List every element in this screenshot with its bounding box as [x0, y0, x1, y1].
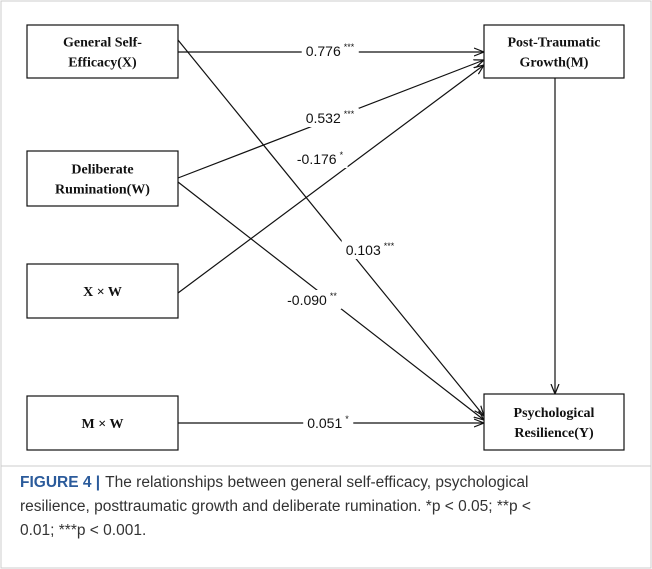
node-label: Psychological — [514, 406, 595, 421]
edge-sig: *** — [344, 109, 355, 119]
node-label: Deliberate — [71, 163, 133, 178]
edge-sig: *** — [384, 241, 395, 251]
edge-label: -0.176 * — [297, 150, 344, 167]
edge-sig: *** — [344, 42, 355, 52]
node-label: Resilience(Y) — [514, 426, 594, 441]
edge-arrow — [177, 65, 484, 294]
edge-coef: 0.051 — [307, 415, 342, 431]
caption-line: resilience, posttraumatic growth and del… — [20, 498, 531, 515]
node-label: Post-Traumatic — [507, 36, 600, 51]
edge-label-bg — [301, 108, 359, 127]
caption-label: FIGURE 4 | — [20, 474, 100, 491]
caption-text: The relationships between general self-e… — [105, 474, 528, 491]
edge-sig: * — [345, 414, 349, 424]
node-label: Growth(M) — [520, 56, 589, 71]
caption-line: 0.01; ***p < 0.001. — [20, 522, 146, 539]
node-box — [26, 263, 179, 319]
edge-label: 0.776 *** — [306, 42, 355, 59]
node-label: Efficacy(X) — [68, 56, 137, 71]
edge-label-bg — [301, 41, 359, 60]
edge-coef: 0.103 — [346, 242, 381, 258]
node-box — [483, 24, 625, 79]
edge-label: 0.532 *** — [306, 109, 355, 126]
edge-label-bg — [303, 413, 354, 432]
edge-arrow — [177, 39, 484, 416]
edge-label-bg — [341, 240, 399, 259]
edge-label-bg — [292, 149, 348, 168]
edge-label-bg — [283, 290, 342, 309]
node-box — [26, 395, 179, 451]
edge-label: -0.090 ** — [287, 291, 337, 308]
node-box — [26, 150, 179, 207]
caption-line: FIGURE 4 | The relationships between gene… — [20, 474, 528, 491]
node-label: Rumination(W) — [55, 183, 150, 198]
node-label: General Self- — [63, 36, 142, 51]
node-box — [26, 24, 179, 79]
edge-label: 0.103 *** — [346, 241, 395, 258]
edge-sig: * — [340, 150, 344, 160]
node-label: M × W — [82, 417, 124, 432]
node-box — [483, 393, 625, 451]
node-label: X × W — [83, 285, 122, 300]
edge-coef: -0.090 — [287, 292, 327, 308]
edge-coef: 0.776 — [306, 43, 341, 59]
edge-coef: 0.532 — [306, 110, 341, 126]
edge-coef: -0.176 — [297, 151, 337, 167]
edge-label: 0.051 * — [307, 414, 349, 431]
edge-sig: ** — [330, 291, 338, 301]
